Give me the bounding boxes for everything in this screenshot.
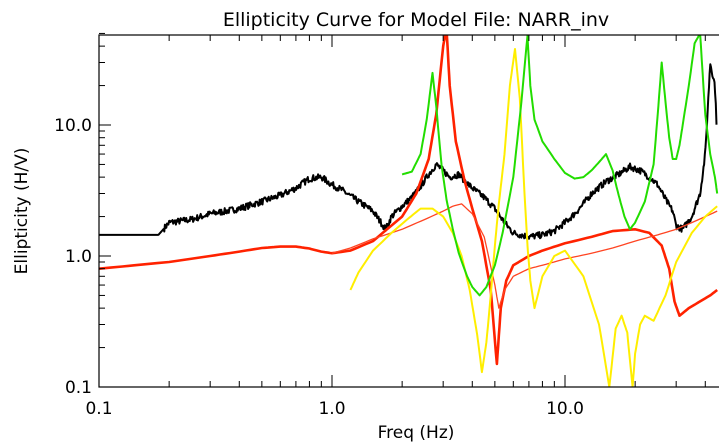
series-line-3 xyxy=(349,48,718,387)
series-line-2 xyxy=(331,203,718,309)
axis-ticks: 0.1 1.0 10.0 0.1 1.0 10.0 xyxy=(54,32,706,419)
y-tick-label: 10.0 xyxy=(54,116,92,136)
x-tick-label: 0.1 xyxy=(85,399,112,419)
y-tick-label: 0.1 xyxy=(65,378,92,398)
series-line-4 xyxy=(401,35,719,297)
x-tick-label: 10.0 xyxy=(546,399,584,419)
x-axis-title: Freq (Hz) xyxy=(378,423,455,443)
plot-lines xyxy=(99,35,719,387)
series-line-1 xyxy=(99,35,718,366)
plot-frame xyxy=(98,34,719,388)
y-tick-label: 1.0 xyxy=(65,247,92,267)
y-axis-title: Ellipticity (H/V) xyxy=(12,148,32,275)
chart-title: Ellipticity Curve for Model File: NARR_i… xyxy=(223,9,609,31)
x-tick-label: 1.0 xyxy=(318,399,345,419)
